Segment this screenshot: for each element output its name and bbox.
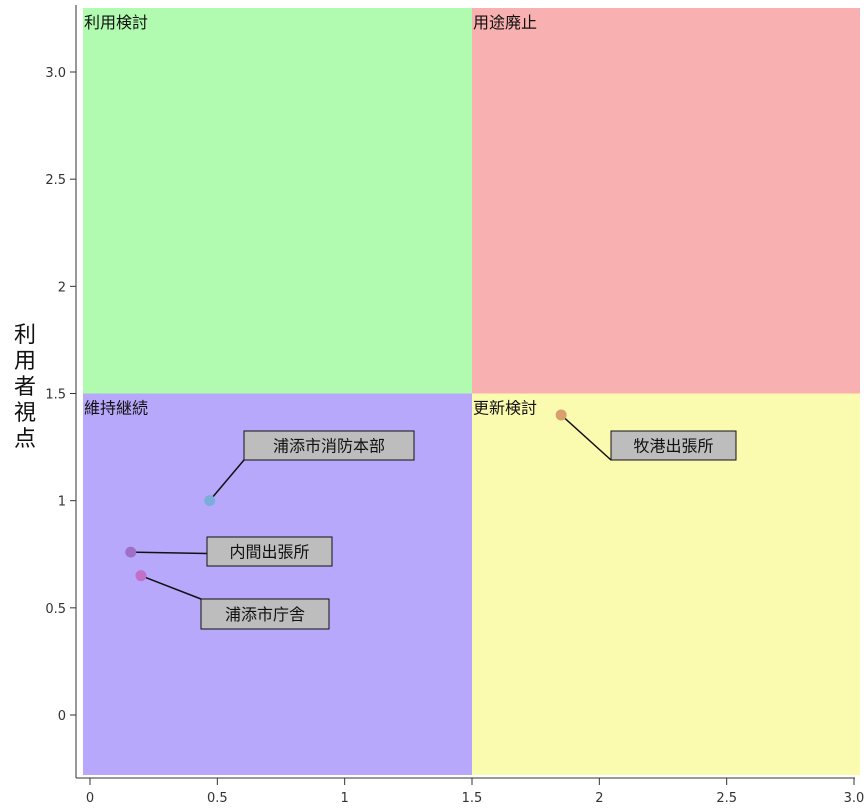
x-tick-label: 0.5 xyxy=(207,791,228,806)
y-tick-label: 3.0 xyxy=(45,66,66,81)
y-tick-label: 0.5 xyxy=(45,602,66,617)
callout-label: 浦添市庁舎 xyxy=(225,605,305,624)
x-tick-label: 0 xyxy=(86,791,94,806)
callout-box xyxy=(610,430,737,461)
axes xyxy=(75,5,855,779)
quadrant-backgrounds xyxy=(83,8,860,775)
quadrant-region-2 xyxy=(472,8,860,394)
quadrant-label-4: 更新検討 xyxy=(473,399,537,418)
callout-leader-line xyxy=(130,551,208,555)
x-axis-ticks: 0 0.5 1 1.5 2 2.5 3.0 xyxy=(86,778,864,806)
y-axis-title: 利用者視点 xyxy=(14,323,36,452)
y-tick-label: 2 xyxy=(58,280,66,295)
y-tick-label: 1.5 xyxy=(45,388,66,403)
data-point-item-5185959351fa5f356240: 内間出張所 xyxy=(125,536,333,567)
data-point-item-6d666dfb5e026d889632672c90e8: 浦添市消防本部 xyxy=(204,430,415,507)
callout-box xyxy=(200,598,330,630)
data-point-item-72676e2f51fa5f356240: 牧港出張所 xyxy=(555,409,737,461)
quadrant-label-2: 用途廃止 xyxy=(473,13,537,32)
y-axis-ticks: 0 0.5 1 1.5 2 2.5 3.0 xyxy=(45,66,76,724)
scatter-point xyxy=(555,409,567,421)
data-point-item-6d666dfb5e025e81820e: 浦添市庁舎 xyxy=(135,570,330,630)
callout-leader-line xyxy=(140,574,202,600)
x-tick-label: 2 xyxy=(595,791,603,806)
y-tick-label: 0 xyxy=(58,709,66,724)
x-tick-label: 1.5 xyxy=(462,791,483,806)
x-tick-label: 3.0 xyxy=(844,791,864,806)
x-tick-label: 1 xyxy=(341,791,349,806)
callout-box xyxy=(243,430,415,461)
y-axis-label: 利用者視点 xyxy=(14,323,36,452)
quadrant-region-1 xyxy=(83,8,473,394)
x-tick-label: 2.5 xyxy=(716,791,737,806)
scatter-point xyxy=(125,546,137,558)
callout-label: 内間出張所 xyxy=(229,543,309,562)
y-tick-label: 1 xyxy=(58,495,66,510)
callout-leader-line xyxy=(560,414,612,461)
quadrant-label-1: 利用検討 xyxy=(84,13,148,32)
scatter-point xyxy=(135,570,147,582)
callout-label: 牧港出張所 xyxy=(633,437,713,456)
quadrant-label-3: 維持継続 xyxy=(84,399,148,418)
y-tick-label: 2.5 xyxy=(45,173,66,188)
scatter-point xyxy=(204,495,216,507)
callout-leader-line xyxy=(209,459,245,502)
callout-label: 浦添市消防本部 xyxy=(273,437,385,456)
callout-box xyxy=(206,536,333,567)
